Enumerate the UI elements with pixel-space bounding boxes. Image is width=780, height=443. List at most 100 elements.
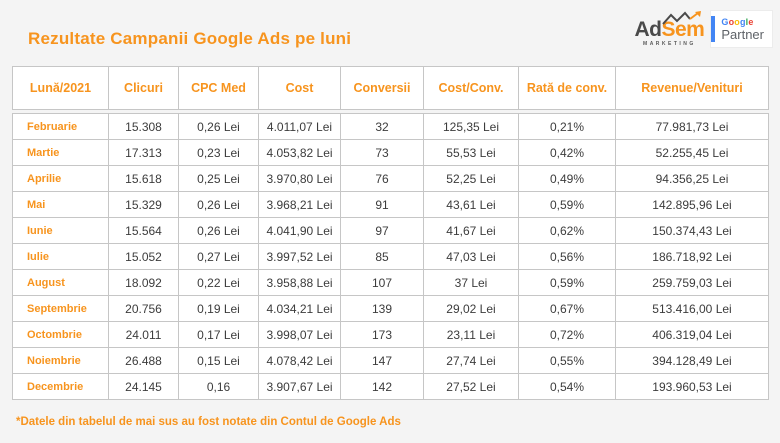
month-cell: Februarie — [12, 113, 109, 140]
month-cell: Aprilie — [12, 165, 109, 192]
table-row: Aprilie 15.618 0,25 Lei 3.970,80 Lei 76 52,25… — [12, 165, 769, 192]
column-header: Cost/Conv. — [423, 66, 519, 110]
value-cell: 27,52 Lei — [423, 373, 519, 400]
value-cell: 52,25 Lei — [423, 165, 519, 192]
value-cell: 0,42% — [518, 139, 616, 166]
value-cell: 4.053,82 Lei — [258, 139, 341, 166]
value-cell: 0,25 Lei — [178, 165, 259, 192]
partner-badge-bar — [711, 15, 716, 42]
value-cell: 77.981,73 Lei — [615, 113, 769, 140]
month-cell: Noiembrie — [12, 347, 109, 374]
month-cell: Septembrie — [12, 295, 109, 322]
page-title: Rezultate Campanii Google Ads pe luni — [28, 29, 352, 48]
column-header: Clicuri — [108, 66, 179, 110]
value-cell: 0,26 Lei — [178, 191, 259, 218]
column-header: Lună/2021 — [12, 66, 109, 110]
column-header: Rată de conv. — [518, 66, 616, 110]
value-cell: 142 — [340, 373, 424, 400]
value-cell: 4.078,42 Lei — [258, 347, 341, 374]
value-cell: 76 — [340, 165, 424, 192]
table-row: Noiembrie 26.488 0,15 Lei 4.078,42 Lei 147 27… — [12, 347, 769, 374]
value-cell: 27,74 Lei — [423, 347, 519, 374]
partner-label: Partner — [721, 26, 764, 42]
month-cell: August — [12, 269, 109, 296]
value-cell: 0,59% — [518, 191, 616, 218]
value-cell: 15.564 — [108, 217, 179, 244]
value-cell: 0,54% — [518, 373, 616, 400]
value-cell: 55,53 Lei — [423, 139, 519, 166]
value-cell: 0,22 Lei — [178, 269, 259, 296]
logo-area: AdSem MARKETING Google Partner — [635, 10, 772, 47]
value-cell: 3.970,80 Lei — [258, 165, 341, 192]
table-row: August 18.092 0,22 Lei 3.958,88 Lei 107 37 Le… — [12, 269, 769, 296]
value-cell: 125,35 Lei — [423, 113, 519, 140]
value-cell: 3.997,52 Lei — [258, 243, 341, 270]
value-cell: 0,26 Lei — [178, 217, 259, 244]
table-row: Februarie 15.308 0,26 Lei 4.011,07 Lei 32 125… — [12, 113, 769, 140]
table-body: Februarie 15.308 0,26 Lei 4.011,07 Lei 32 125… — [12, 113, 769, 400]
google-partner-badge: Google Partner — [711, 10, 772, 47]
value-cell: 4.034,21 Lei — [258, 295, 341, 322]
value-cell: 3.998,07 Lei — [258, 321, 341, 348]
value-cell: 0,16 — [178, 373, 259, 400]
value-cell: 3.968,21 Lei — [258, 191, 341, 218]
adsem-wordmark: AdSem — [635, 19, 705, 40]
value-cell: 52.255,45 Lei — [615, 139, 769, 166]
footnote: *Datele din tabelul de mai sus au fost n… — [16, 416, 401, 428]
value-cell: 0,21% — [518, 113, 616, 140]
column-header: Cost — [258, 66, 341, 110]
value-cell: 0,17 Lei — [178, 321, 259, 348]
value-cell: 406.319,04 Lei — [615, 321, 769, 348]
value-cell: 15.052 — [108, 243, 179, 270]
results-table: Lună/2021 Clicuri CPC Med Cost Conversii Cost… — [12, 66, 769, 400]
value-cell: 97 — [340, 217, 424, 244]
value-cell: 94.356,25 Lei — [615, 165, 769, 192]
value-cell: 24.145 — [108, 373, 179, 400]
month-cell: Iunie — [12, 217, 109, 244]
value-cell: 85 — [340, 243, 424, 270]
value-cell: 0,67% — [518, 295, 616, 322]
month-cell: Iulie — [12, 243, 109, 270]
value-cell: 147 — [340, 347, 424, 374]
value-cell: 37 Lei — [423, 269, 519, 296]
value-cell: 3.958,88 Lei — [258, 269, 341, 296]
value-cell: 0,15 Lei — [178, 347, 259, 374]
value-cell: 17.313 — [108, 139, 179, 166]
value-cell: 15.329 — [108, 191, 179, 218]
value-cell: 32 — [340, 113, 424, 140]
logo-mountain-icon — [662, 11, 702, 25]
value-cell: 394.128,49 Lei — [615, 347, 769, 374]
month-cell: Martie — [12, 139, 109, 166]
value-cell: 47,03 Lei — [423, 243, 519, 270]
value-cell: 0,72% — [518, 321, 616, 348]
value-cell: 193.960,53 Lei — [615, 373, 769, 400]
column-header: CPC Med — [178, 66, 259, 110]
value-cell: 150.374,43 Lei — [615, 217, 769, 244]
month-cell: Octombrie — [12, 321, 109, 348]
value-cell: 41,67 Lei — [423, 217, 519, 244]
table-row: Septembrie 20.756 0,19 Lei 4.034,21 Lei 139 2… — [12, 295, 769, 322]
table-row: Iunie 15.564 0,26 Lei 4.041,90 Lei 97 41,67 L… — [12, 217, 769, 244]
table-row: Decembrie 24.145 0,16 3.907,67 Lei 142 27,52 … — [12, 373, 769, 400]
value-cell: 73 — [340, 139, 424, 166]
adsem-logo: AdSem MARKETING — [635, 10, 705, 47]
value-cell: 107 — [340, 269, 424, 296]
value-cell: 0,23 Lei — [178, 139, 259, 166]
table-row: Iulie 15.052 0,27 Lei 3.997,52 Lei 85 47,03 L… — [12, 243, 769, 270]
value-cell: 91 — [340, 191, 424, 218]
table-row: Martie 17.313 0,23 Lei 4.053,82 Lei 73 55,53 … — [12, 139, 769, 166]
value-cell: 513.416,00 Lei — [615, 295, 769, 322]
value-cell: 24.011 — [108, 321, 179, 348]
table-row: Mai 15.329 0,26 Lei 3.968,21 Lei 91 43,61 Lei… — [12, 191, 769, 218]
column-header: Revenue/Venituri — [615, 66, 769, 110]
table-row: Octombrie 24.011 0,17 Lei 3.998,07 Lei 173 23… — [12, 321, 769, 348]
value-cell: 4.041,90 Lei — [258, 217, 341, 244]
value-cell: 0,56% — [518, 243, 616, 270]
value-cell: 43,61 Lei — [423, 191, 519, 218]
month-cell: Mai — [12, 191, 109, 218]
value-cell: 0,49% — [518, 165, 616, 192]
value-cell: 0,27 Lei — [178, 243, 259, 270]
value-cell: 15.308 — [108, 113, 179, 140]
value-cell: 29,02 Lei — [423, 295, 519, 322]
